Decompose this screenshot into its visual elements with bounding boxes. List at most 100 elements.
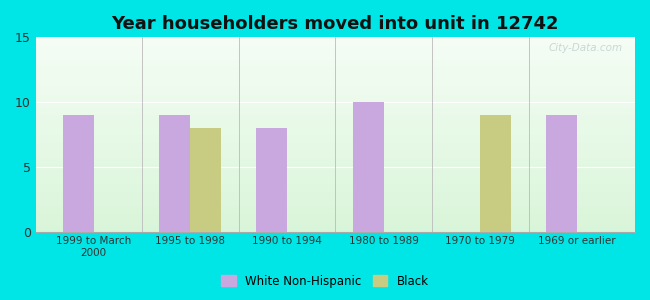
Bar (36, 58, 635, 59)
Bar (36, 83, 635, 84)
Bar (36, 206, 635, 207)
Bar (36, 112, 635, 113)
Bar (36, 94, 635, 96)
Bar (36, 174, 635, 175)
Bar (36, 214, 635, 215)
Bar (36, 210, 635, 211)
Bar (36, 41, 635, 42)
Bar (36, 208, 635, 209)
Bar (36, 225, 635, 226)
Bar (36, 79, 635, 80)
Bar (36, 170, 635, 171)
Bar (36, 161, 635, 162)
Bar (36, 183, 635, 184)
Bar (36, 166, 635, 167)
Bar (36, 139, 635, 140)
Bar (36, 45, 635, 46)
Bar (36, 40, 635, 41)
Bar (36, 116, 635, 117)
Bar (36, 179, 635, 180)
Bar (36, 135, 635, 136)
Bar (36, 203, 635, 204)
Bar (36, 133, 635, 134)
Bar (546, 115, 577, 232)
Bar (36, 42, 635, 43)
Bar (36, 149, 635, 150)
Bar (36, 230, 635, 231)
Bar (36, 43, 635, 44)
Bar (36, 140, 635, 141)
Bar (36, 103, 635, 104)
Bar (36, 113, 635, 114)
Bar (36, 169, 635, 170)
Bar (36, 151, 635, 152)
Bar (36, 209, 635, 210)
Bar (36, 200, 635, 201)
Bar (36, 73, 635, 74)
Bar (36, 68, 635, 69)
Bar (36, 231, 635, 232)
Bar (36, 168, 635, 169)
Bar (36, 176, 635, 177)
Bar (36, 215, 635, 216)
Bar (36, 109, 635, 110)
Bar (36, 137, 635, 138)
Bar (36, 89, 635, 90)
Bar (36, 72, 635, 73)
Bar (36, 162, 635, 163)
Bar (36, 123, 635, 124)
Bar (36, 127, 635, 128)
Bar (36, 196, 635, 198)
Bar (36, 160, 635, 161)
Bar (36, 46, 635, 47)
Bar (36, 39, 635, 40)
Bar (36, 218, 635, 219)
Bar (36, 193, 635, 194)
Bar (36, 153, 635, 154)
Bar (36, 57, 635, 58)
Bar (36, 187, 635, 188)
Bar (36, 117, 635, 118)
Bar (36, 227, 635, 228)
Bar (36, 134, 635, 135)
Bar (36, 147, 635, 148)
Bar (36, 229, 635, 230)
Bar (36, 64, 635, 65)
Bar (36, 61, 635, 63)
Bar (36, 145, 635, 146)
Bar (36, 159, 635, 160)
Bar (36, 146, 635, 147)
Bar (36, 228, 635, 229)
Bar (36, 138, 635, 139)
Bar (36, 78, 635, 79)
Bar (256, 128, 287, 232)
Bar (353, 102, 384, 232)
Bar (36, 144, 635, 145)
Bar (36, 157, 635, 158)
Bar (36, 63, 635, 64)
Bar (36, 204, 635, 205)
Text: City-Data.com: City-Data.com (549, 43, 623, 53)
Bar (36, 155, 635, 156)
Bar (36, 84, 635, 85)
Bar (36, 216, 635, 217)
Bar (36, 80, 635, 81)
Bar (63, 115, 94, 232)
Bar (36, 52, 635, 53)
Bar (36, 118, 635, 119)
Bar (36, 44, 635, 45)
Bar (36, 74, 635, 75)
Bar (36, 220, 635, 221)
Bar (36, 184, 635, 185)
Bar (36, 217, 635, 218)
Bar (36, 195, 635, 196)
Bar (36, 60, 635, 61)
Bar (36, 201, 635, 202)
Bar (36, 77, 635, 78)
Bar (36, 130, 635, 131)
Bar (36, 49, 635, 50)
Bar (36, 222, 635, 223)
Bar (36, 125, 635, 126)
Bar (36, 97, 635, 98)
Bar (36, 59, 635, 60)
